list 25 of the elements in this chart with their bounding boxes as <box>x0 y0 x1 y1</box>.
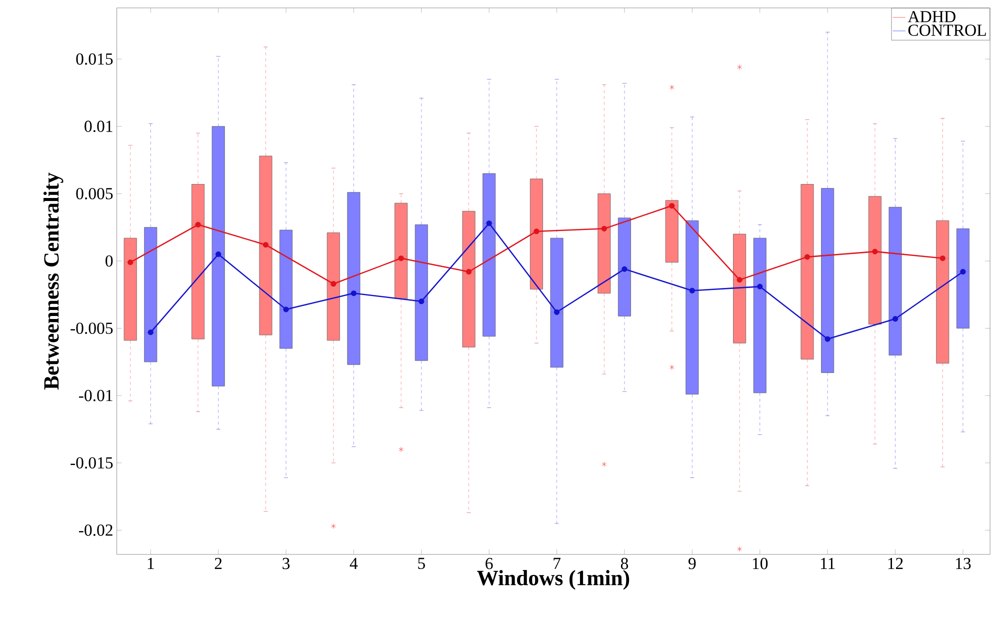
y-tick-label: -0.02 <box>79 524 112 536</box>
x-tick-label: 10 <box>752 558 768 570</box>
x-tick-label: 8 <box>620 558 628 570</box>
x-tick-label: 12 <box>888 558 903 570</box>
x-tick-label: 6 <box>486 558 493 570</box>
y-tick-label: -0.015 <box>70 457 113 469</box>
y-tick-label: 0.005 <box>76 188 113 200</box>
y-axis-title: Betweenness Centrality <box>43 172 64 390</box>
x-tick-label: 3 <box>282 558 290 570</box>
x-tick-label: 11 <box>820 558 835 570</box>
legend-label: ADHD <box>908 11 956 22</box>
legend-label: CONTROL <box>908 24 986 36</box>
y-tick-label: -0.005 <box>70 322 113 334</box>
x-axis-title: Windows (1min) <box>477 570 630 590</box>
y-tick-label: -0.01 <box>79 390 112 402</box>
x-tick-label: 13 <box>956 558 971 570</box>
x-tick-label: 1 <box>148 558 154 570</box>
y-tick-label: 0.01 <box>84 120 112 132</box>
x-tick-label: 5 <box>418 558 425 570</box>
x-tick-label: 2 <box>214 558 222 570</box>
x-tick-label: 4 <box>350 558 358 570</box>
y-tick-label: 0.015 <box>76 53 113 65</box>
x-tick-label: 9 <box>688 558 696 570</box>
y-tick-label: 0 <box>106 255 113 267</box>
x-tick-label: 7 <box>554 558 561 569</box>
